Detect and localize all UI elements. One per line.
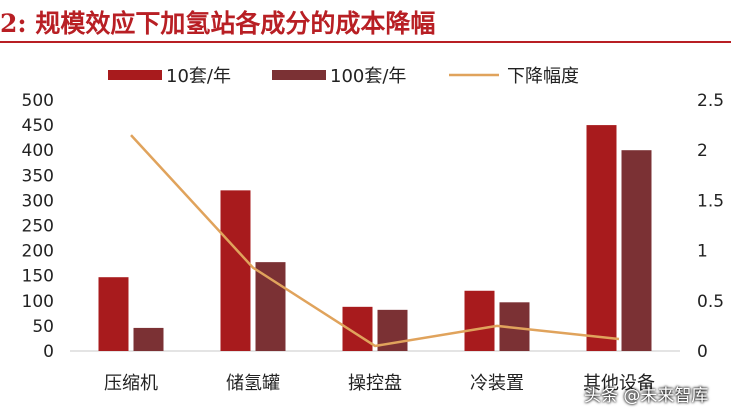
y2-tick-label: 1 (697, 242, 708, 262)
bar-series1 (464, 290, 495, 351)
bar-series1 (220, 190, 251, 351)
title-underline (0, 41, 731, 43)
y-tick-label: 400 (22, 141, 54, 161)
decline-line-series (130, 134, 620, 348)
chart-title: 2: 规模效应下加氢站各成分的成本降幅 (0, 9, 436, 38)
bar-series2 (255, 262, 286, 351)
legend: 10套/年 100套/年 下降幅度 (108, 66, 579, 87)
y-tick-label: 350 (22, 166, 54, 186)
y-tick-label: 250 (22, 217, 54, 237)
right-y-axis: 0 0.5 1 1.5 2 2.5 (697, 91, 724, 362)
bar-series2 (621, 150, 652, 351)
x-tick-label: 操控盘 (348, 373, 402, 394)
y2-tick-label: 2.5 (697, 91, 724, 111)
legend-swatch-series1 (108, 70, 162, 80)
legend-label: 下降幅度 (507, 66, 579, 87)
left-y-axis: 0 50 100 150 200 250 300 350 400 450 500 (22, 91, 54, 362)
y-tick-label: 150 (22, 267, 54, 287)
y-tick-label: 0 (43, 342, 54, 362)
x-tick-label: 储氢罐 (226, 373, 280, 394)
y-tick-label: 300 (22, 191, 54, 211)
y2-tick-label: 2 (697, 141, 708, 161)
decline-line (130, 134, 620, 348)
x-tick-label: 其他设备 (583, 373, 655, 394)
watermark: 头条 @未来智库 (584, 386, 709, 406)
y2-tick-label: 1.5 (697, 191, 724, 211)
bar-series1 (98, 277, 129, 351)
y-tick-label: 200 (22, 242, 54, 262)
x-tick-label: 压缩机 (104, 373, 158, 394)
y-tick-label: 500 (22, 91, 54, 111)
legend-swatch-series2 (272, 70, 326, 80)
bars (98, 125, 652, 351)
x-axis-labels: 压缩机 储氢罐 操控盘 冷装置 其他设备 (104, 373, 655, 394)
y-tick-label: 50 (32, 317, 54, 337)
bar-series1 (586, 125, 617, 351)
legend-label: 10套/年 (166, 66, 231, 87)
y2-tick-label: 0.5 (697, 292, 724, 312)
y2-tick-label: 0 (697, 342, 708, 362)
legend-label: 100套/年 (330, 66, 406, 87)
y-tick-label: 100 (22, 292, 54, 312)
y-tick-label: 450 (22, 116, 54, 136)
x-tick-label: 冷装置 (470, 373, 524, 394)
bar-series2 (133, 327, 164, 351)
